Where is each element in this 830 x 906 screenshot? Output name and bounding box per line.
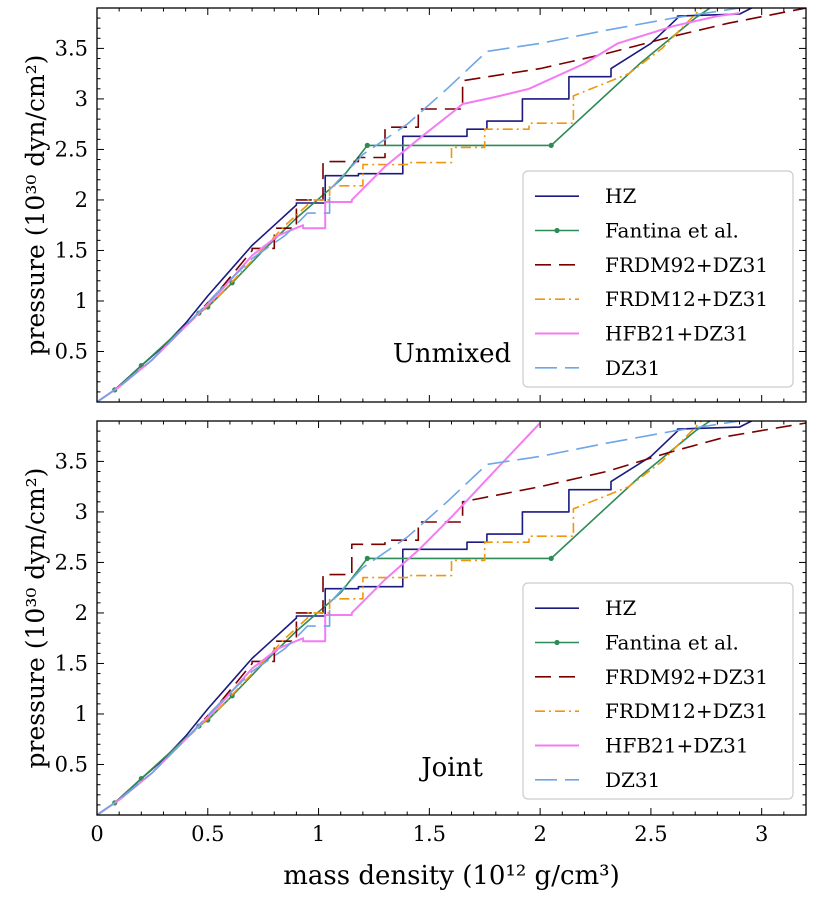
y-tick-label: 1.5 [55,651,88,675]
data-point-marker [548,142,554,148]
y-tick-label: 3 [75,87,88,111]
legend-label: Fantina et al. [605,219,739,243]
panel-label-unmixed: Unmixed [393,339,511,369]
y-tick-label: 1 [75,289,88,313]
data-point-marker [364,555,370,561]
y-tick-label: 3 [75,500,88,524]
series-line-frdm92-dz31 [97,8,806,402]
x-tick-label: 1.5 [413,822,446,846]
y-tick-label: 3.5 [55,36,88,60]
data-point-marker [364,142,370,148]
x-tick-label: 0 [90,822,103,846]
series-line-hfb21-dz31 [97,12,740,402]
legend: HZ Fantina et al. FRDM92+DZ31 FRDM12+DZ31 HF… [522,582,794,800]
series-group [97,8,806,402]
legend-box [522,170,794,388]
legend-label: FRDM12+DZ31 [605,699,768,723]
legend-label: DZ31 [605,356,660,380]
y-axis-label: pressure (10³⁰ dyn/cm²) [21,468,50,769]
y-tick-label: 3.5 [55,449,88,473]
legend-label: HFB21+DZ31 [605,322,749,346]
y-axis-label: pressure (10³⁰ dyn/cm²) [21,55,50,356]
legend-label: Fantina et al. [605,631,739,655]
panel-label-joint: Joint [418,753,483,783]
legend-label: FRDM12+DZ31 [605,287,768,311]
legend-swatch-marker [554,227,560,234]
legend-label: FRDM92+DZ31 [605,665,768,689]
y-tick-label: 2.5 [55,550,88,574]
series-line-frdm12-dz31 [97,421,703,815]
legend: HZ Fantina et al. FRDM92+DZ31 FRDM12+DZ31 HF… [522,170,794,388]
legend-label: DZ31 [605,768,660,792]
series-line-dz31 [97,421,740,815]
y-tick-label: 0.5 [55,752,88,776]
y-tick-label: 2 [75,601,88,625]
y-tick-label: 2 [75,188,88,212]
x-axis-label: mass density (10¹² g/cm³) [283,861,619,891]
legend-label: HZ [605,596,636,620]
chart-panel-joint: 0.5 1 1.5 2 2.5 3 3.5 0 0.5 1 1.5 2 2.5 3 pressure (10… [21,420,807,891]
data-point-marker [548,555,554,561]
series-group [97,421,806,815]
series-line-hz [97,8,754,402]
legend-label: HZ [605,184,636,208]
y-tick-label: 1.5 [55,238,88,262]
y-tick-label: 2.5 [55,137,88,161]
x-tick-label: 2.5 [634,822,667,846]
legend-swatch-marker [554,639,560,646]
legend-label: FRDM92+DZ31 [605,253,768,277]
y-tick-label: 1 [75,702,88,726]
series-line-dz31 [97,8,740,402]
series-line-frdm12-dz31 [97,8,703,402]
series-line-frdm92-dz31 [97,422,806,815]
x-tick-label: 0.5 [191,822,224,846]
x-tick-label: 1 [312,822,325,846]
y-tick-label: 0.5 [55,339,88,363]
x-tick-label: 3 [755,822,768,846]
legend-label: HFB21+DZ31 [605,734,749,758]
series-line-hz [97,421,754,815]
series-line-hfb21-dz31 [97,422,541,815]
x-tick-label: 2 [533,822,546,846]
legend-box [522,582,794,800]
